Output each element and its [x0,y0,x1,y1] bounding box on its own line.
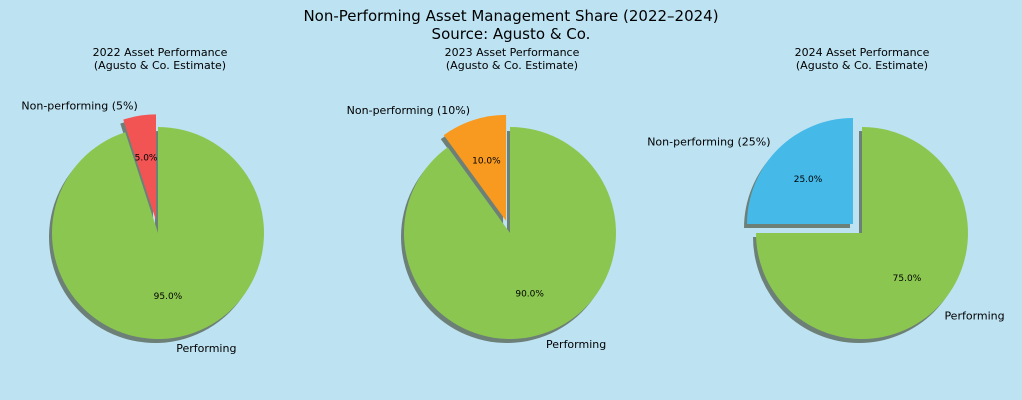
pie-slice [51,127,264,339]
pie-title: 2023 Asset Performance [445,46,580,59]
pie-slice [443,114,507,221]
pie-slice [123,114,157,221]
pie-slice [404,127,617,339]
pie-chart-3: 2024 Asset Performance(Agusto & Co. Esti… [647,46,1005,343]
pie-slice-percent: 25.0% [794,175,823,185]
pie-slice [747,118,854,225]
pie-title: 2024 Asset Performance [795,46,930,59]
pie-slice-label: Performing [546,338,606,351]
pie-slice-label: Performing [944,309,1004,322]
pie-slice-label: Non-performing (5%) [21,99,137,112]
pie-slice-percent: 10.0% [472,156,501,166]
pie-slice-percent: 5.0% [135,154,158,164]
pie-slice-percent: 95.0% [154,292,183,302]
pie-slice-percent: 90.0% [515,289,544,299]
pie-chart-2: 2023 Asset Performance(Agusto & Co. Esti… [347,46,617,351]
pie-slice-label: Non-performing (10%) [347,104,470,117]
pie-slice-label: Non-performing (25%) [647,136,770,149]
pie-subtitle: (Agusto & Co. Estimate) [796,59,928,72]
pie-subtitle: (Agusto & Co. Estimate) [446,59,578,72]
pies-group: 2022 Asset Performance(Agusto & Co. Esti… [21,46,1004,355]
figure-subtitle: Source: Agusto & Co. [432,25,591,43]
figure-title: Non-Performing Asset Management Share (2… [303,7,718,25]
pie-title: 2022 Asset Performance [93,46,228,59]
pie-slice [756,127,968,339]
pie-subtitle: (Agusto & Co. Estimate) [94,59,226,72]
pie-slice-percent: 75.0% [893,274,922,284]
pie-chart-1: 2022 Asset Performance(Agusto & Co. Esti… [21,46,264,355]
pie-slice-label: Performing [176,342,236,355]
